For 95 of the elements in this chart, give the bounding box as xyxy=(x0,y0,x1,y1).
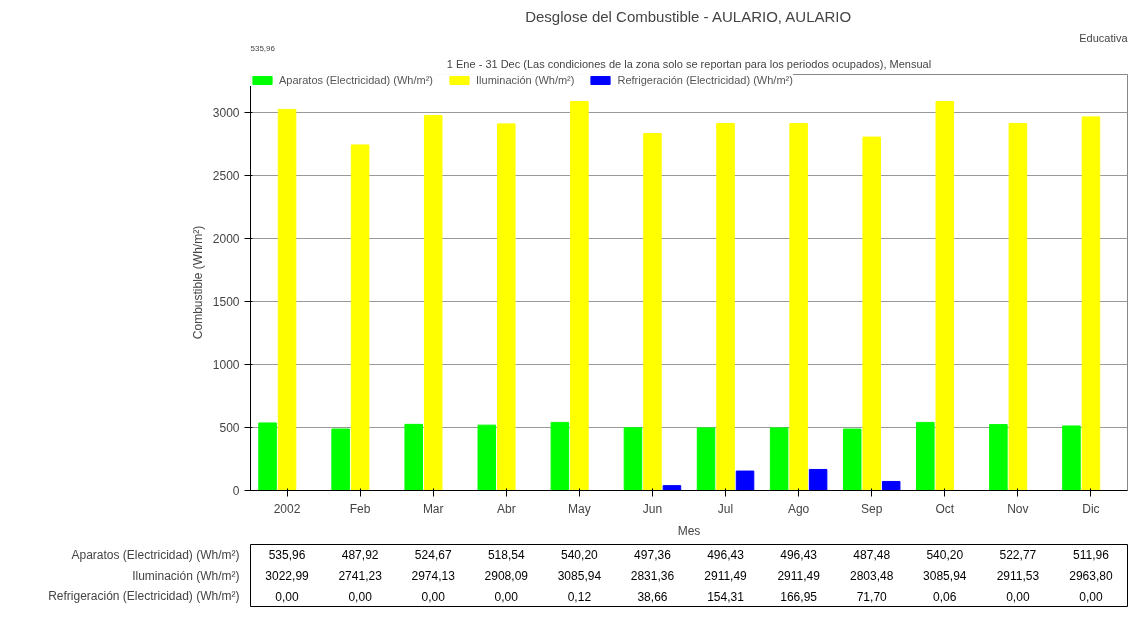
data-label: 540,20 xyxy=(561,548,599,563)
bar xyxy=(881,480,901,491)
chart-title: Desglose del Combustible - AULARIO, AULARIO xyxy=(525,7,852,25)
x-tick-label: Nov xyxy=(1007,501,1029,516)
data-label: 2911,53 xyxy=(996,569,1040,583)
legend-label: Iluminación (Wh/m²) xyxy=(476,74,575,86)
bar xyxy=(423,115,443,491)
text: 535,96 xyxy=(250,43,276,53)
data-label: 0,00 xyxy=(348,589,373,604)
data-label: 166,95 xyxy=(780,589,818,604)
bar xyxy=(1008,122,1028,491)
x-tick-label: Ago xyxy=(787,501,810,516)
data-label: 3085,94 xyxy=(557,569,602,583)
data-label: 487,92 xyxy=(341,548,379,563)
legend-label: Aparatos (Electricidad) (Wh/m²) xyxy=(279,74,434,86)
x-tick-label: Dic xyxy=(1082,501,1100,516)
data-label: 540,20 xyxy=(926,548,964,563)
chart-subtitle: 1 Ene - 31 Dec (Las condiciones de la zona solo se reportan para los periodos ocupados), Mensual xyxy=(446,57,932,70)
text: Aparatos (Electricidad) (Wh/m²) xyxy=(71,547,240,562)
x-tick-label: Jul xyxy=(717,501,734,516)
y-tick-label: 0 xyxy=(232,484,240,498)
data-label: 154,31 xyxy=(707,589,745,604)
bar xyxy=(808,468,828,491)
bar xyxy=(989,424,1008,491)
bar xyxy=(662,485,682,491)
data-label: 496,43 xyxy=(780,548,818,563)
y-tick-label: 2000 xyxy=(212,231,240,246)
bar xyxy=(789,122,808,491)
data-label: 511,96 xyxy=(1073,548,1110,563)
data-label: 71,70 xyxy=(856,589,888,604)
data-label: 0,00 xyxy=(421,589,446,604)
data-label: 522,77 xyxy=(999,548,1037,563)
y-tick-label: 500 xyxy=(219,420,240,435)
bar xyxy=(497,123,516,491)
bar xyxy=(716,122,735,491)
bar xyxy=(643,133,662,491)
data-label: 0,00 xyxy=(1079,589,1103,604)
data-label: 2908,09 xyxy=(484,569,529,583)
data-label: 2974,13 xyxy=(411,569,456,583)
bar xyxy=(1081,116,1101,491)
bar xyxy=(623,427,643,491)
data-label: 496,43 xyxy=(707,548,745,563)
data-label: 518,54 xyxy=(487,548,525,563)
data-label: 487,48 xyxy=(853,548,891,563)
legend-label: Refrigeración (Electricidad) (Wh/m²) xyxy=(617,74,793,86)
text: Educativa xyxy=(1079,31,1129,44)
bar xyxy=(550,421,570,491)
y-axis-title: Combustible (Wh/m²) xyxy=(190,225,205,340)
bar xyxy=(735,470,755,491)
data-label: 0,00 xyxy=(275,589,300,604)
data-label: 2803,48 xyxy=(850,569,894,583)
data-label: 3022,99 xyxy=(265,569,310,583)
text: Iluminación (Wh/m²) xyxy=(132,568,240,583)
x-tick-label: Jun xyxy=(642,501,663,516)
data-label: 535,96 xyxy=(268,548,306,563)
x-tick-label: Feb xyxy=(349,501,371,516)
data-label: 0,12 xyxy=(567,589,592,604)
data-label: 524,67 xyxy=(414,548,452,563)
data-label: 3085,94 xyxy=(923,569,967,583)
y-tick-label: 1500 xyxy=(212,294,240,309)
y-tick-label: 1000 xyxy=(212,357,240,372)
data-label: 2831,36 xyxy=(630,569,675,583)
text: Refrigeración (Electricidad) (Wh/m²) xyxy=(48,589,240,604)
y-tick-label: 3000 xyxy=(212,105,240,120)
bar xyxy=(696,427,716,491)
data-label: 0,00 xyxy=(494,589,519,604)
y-tick-label: 2500 xyxy=(212,168,240,183)
x-tick-label: Abr xyxy=(496,501,516,516)
data-label: 2963,80 xyxy=(1069,569,1113,583)
bar xyxy=(769,427,789,491)
bar xyxy=(277,108,297,491)
data-label: 38,66 xyxy=(637,589,668,604)
bar xyxy=(258,422,277,491)
bar xyxy=(350,144,370,491)
data-label: 0,00 xyxy=(1006,589,1030,604)
bar xyxy=(477,424,497,491)
bar xyxy=(1062,425,1081,491)
bar xyxy=(916,421,935,491)
data-label: 2911,49 xyxy=(704,569,748,583)
x-tick-label: 2002 xyxy=(273,501,301,516)
bar xyxy=(331,428,350,491)
x-tick-label: Oct xyxy=(935,501,955,516)
x-tick-label: Sep xyxy=(861,501,883,516)
bar xyxy=(935,100,955,491)
data-label: 0,06 xyxy=(933,589,957,604)
data-label: 2911,49 xyxy=(777,569,821,583)
bar xyxy=(862,136,881,491)
data-label: 2741,23 xyxy=(338,569,383,583)
bar xyxy=(570,100,589,491)
x-tick-label: Mar xyxy=(422,501,444,516)
bar xyxy=(842,428,862,491)
bar xyxy=(404,423,423,491)
x-axis-title: Mes xyxy=(677,523,701,538)
x-tick-label: May xyxy=(568,501,591,516)
data-label: 497,36 xyxy=(634,548,672,563)
